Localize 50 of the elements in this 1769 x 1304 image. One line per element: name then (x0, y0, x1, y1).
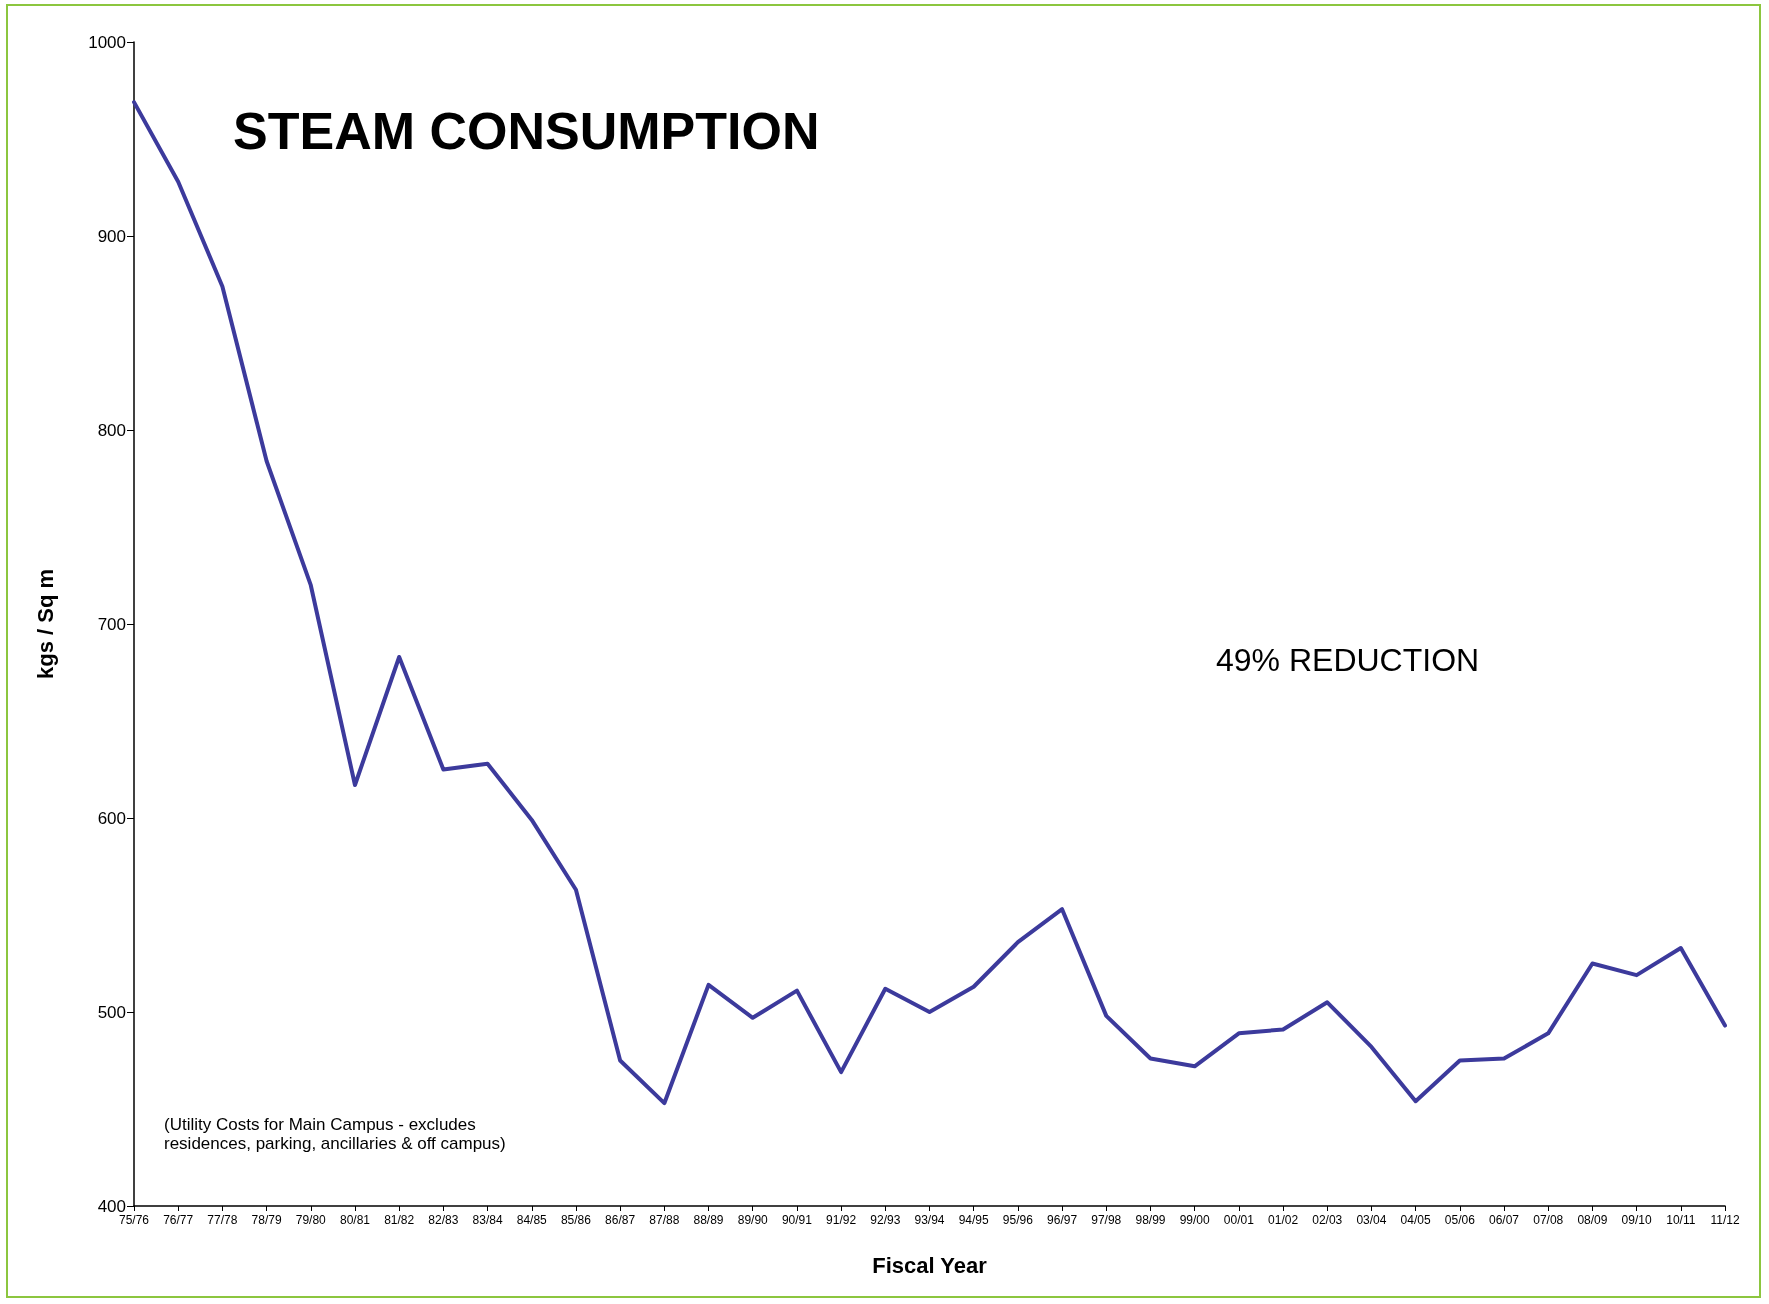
x-tick-label: 01/02 (1268, 1213, 1299, 1227)
text: STEAM CONSUMPTION (233, 102, 820, 160)
x-tick-label: 05/06 (1444, 1213, 1476, 1227)
x-tick-label: 85/86 (560, 1213, 592, 1227)
x-tick-label: 86/87 (605, 1213, 636, 1227)
x-tick-label: 83/84 (472, 1213, 503, 1227)
line-series (132, 100, 1727, 1106)
x-tick-label: 75/76 (118, 1213, 150, 1227)
y-tick-label: 800 (97, 420, 126, 440)
x-tick-label: 80/81 (339, 1213, 371, 1227)
x-tick-label: 10/11 (1666, 1213, 1696, 1227)
x-tick-label: 77/78 (207, 1213, 238, 1227)
x-tick-label: 04/05 (1400, 1213, 1431, 1227)
y-tick-label: 500 (97, 1002, 126, 1022)
x-tick-label: 97/98 (1091, 1213, 1122, 1227)
y-tick-label: 700 (97, 614, 126, 634)
x-tick-label: 95/96 (1002, 1213, 1034, 1227)
x-tick-label: 91/92 (826, 1213, 857, 1227)
x-tick-label: 96/97 (1047, 1213, 1078, 1227)
y-tick-label: 900 (97, 226, 126, 246)
x-tick-label: 03/04 (1356, 1213, 1387, 1227)
x-tick-label: 00/01 (1223, 1213, 1255, 1227)
x-tick-label: 94/95 (958, 1213, 990, 1227)
x-tick-label: 92/93 (870, 1213, 901, 1227)
x-tick-label: 78/79 (251, 1213, 282, 1227)
x-tick-label: 07/08 (1533, 1213, 1564, 1227)
x-tick-label: 90/91 (781, 1213, 813, 1227)
annotation: 49% REDUCTION (1216, 642, 1480, 678)
x-tick-label: 98/99 (1135, 1213, 1166, 1227)
x-tick-label: 09/10 (1621, 1213, 1652, 1227)
y-tick-label: 600 (97, 808, 126, 828)
y-tick-label: 1000 (88, 32, 126, 52)
x-tick-label: 93/94 (914, 1213, 945, 1227)
x-tick-label: 08/09 (1577, 1213, 1608, 1227)
x-tick-label: 84/85 (516, 1213, 548, 1227)
x-tick-label: 79/80 (295, 1213, 327, 1227)
x-axis-title: Fiscal Year (872, 1252, 988, 1278)
x-tick-label: 02/03 (1312, 1213, 1343, 1227)
x-tick-label: 99/00 (1179, 1213, 1211, 1227)
x-tick-label: 82/83 (428, 1213, 459, 1227)
x-tick-label: 89/90 (737, 1213, 769, 1227)
y-axis-title: kgs / Sq m (32, 568, 58, 680)
annotation: (Utility Costs for Main Campus - excludes residences, parking, ancillaries & off campus) (164, 1115, 506, 1153)
y-tick-label: 400 (97, 1196, 126, 1216)
x-tick-label: 06/07 (1489, 1213, 1520, 1227)
x-tick-label: 76/77 (163, 1213, 194, 1227)
x-tick-label: 87/88 (649, 1213, 680, 1227)
x-tick-label: 88/89 (693, 1213, 724, 1227)
x-tick-label: 11/12 (1710, 1213, 1740, 1227)
x-tick-label: 81/82 (384, 1213, 415, 1227)
